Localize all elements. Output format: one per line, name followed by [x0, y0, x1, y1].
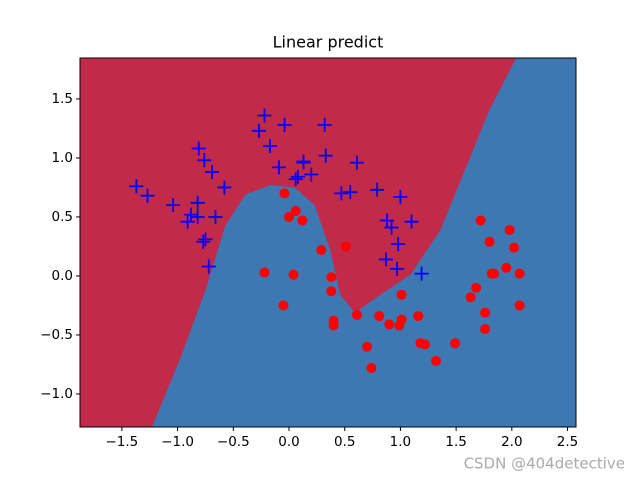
dot-marker	[259, 267, 270, 278]
plus-marker	[290, 169, 305, 184]
plus-marker	[217, 180, 232, 195]
x-tick-label: 2.0	[501, 434, 522, 450]
y-tick-label: −1.0	[40, 386, 73, 402]
dot-marker	[351, 309, 362, 320]
y-tick-label: −0.5	[40, 327, 73, 343]
plus-marker	[198, 232, 213, 247]
plus-marker	[183, 207, 198, 222]
dot-marker	[504, 224, 515, 235]
x-tick-label: 1.0	[390, 434, 411, 450]
dot-marker	[484, 236, 495, 247]
dot-marker	[465, 292, 476, 303]
dot-marker	[396, 314, 407, 325]
dot-marker	[413, 311, 424, 322]
plus-marker	[190, 195, 205, 210]
plus-marker	[288, 172, 303, 187]
plus-marker	[251, 123, 266, 138]
dot-marker	[501, 262, 512, 273]
x-tick-label: 0.5	[334, 434, 355, 450]
x-tick-label: 2.5	[557, 434, 578, 450]
dot-marker	[384, 319, 395, 330]
dot-marker	[328, 320, 339, 331]
plus-marker	[140, 188, 155, 203]
plus-marker	[384, 220, 399, 235]
dot-marker	[374, 311, 385, 322]
dot-marker	[475, 215, 486, 226]
dot-marker	[340, 241, 351, 252]
plus-marker	[393, 189, 408, 204]
plus-marker	[334, 186, 349, 201]
x-tick-label: −1.0	[161, 434, 194, 450]
x-tick-label: −0.5	[217, 434, 250, 450]
dot-marker	[514, 300, 525, 311]
dot-marker	[509, 242, 520, 253]
dot-marker	[471, 282, 482, 293]
plus-marker	[201, 259, 216, 274]
dot-marker	[450, 338, 461, 349]
dot-marker	[288, 269, 299, 280]
dot-marker	[361, 341, 372, 352]
plus-marker	[378, 252, 393, 267]
plus-marker	[391, 237, 406, 252]
y-tick-label: 0.0	[52, 268, 73, 284]
x-tick-label: 1.5	[445, 434, 466, 450]
plus-marker	[404, 214, 419, 229]
dot-marker	[514, 268, 525, 279]
plus-marker	[349, 155, 364, 170]
plus-marker	[208, 209, 223, 224]
dot-marker	[279, 188, 290, 199]
dot-marker	[297, 215, 308, 226]
plus-marker	[196, 234, 211, 249]
dot-marker	[278, 300, 289, 311]
axes-frame	[79, 57, 577, 428]
plus-marker	[263, 139, 278, 154]
plus-marker	[304, 167, 319, 182]
dot-marker	[480, 324, 491, 335]
plus-marker	[191, 141, 206, 156]
plus-marker	[166, 198, 181, 213]
dot-marker	[480, 307, 491, 318]
plus-marker	[190, 209, 205, 224]
y-tick-label: 0.5	[52, 209, 73, 225]
plus-marker	[296, 155, 311, 170]
plus-marker	[317, 117, 332, 132]
plus-marker	[380, 213, 395, 228]
plus-marker	[277, 117, 292, 132]
dot-marker	[419, 339, 430, 350]
plus-marker	[197, 153, 212, 168]
plus-marker	[271, 160, 286, 175]
plus-marker	[129, 179, 144, 194]
dot-marker	[290, 206, 301, 217]
plus-marker	[180, 214, 195, 229]
plus-marker	[257, 108, 272, 123]
plus-marker	[318, 148, 333, 163]
dot-marker	[431, 355, 442, 366]
region-lower	[151, 58, 576, 427]
x-tick-label: 0.0	[278, 434, 299, 450]
dot-marker	[326, 272, 337, 283]
y-tick-label: 1.0	[52, 150, 73, 166]
dot-marker	[366, 362, 377, 373]
plus-marker	[343, 185, 358, 200]
plus-marker	[390, 261, 405, 276]
watermark: CSDN @404detective	[464, 455, 625, 473]
dot-marker	[396, 289, 407, 300]
plus-marker	[205, 165, 220, 180]
x-tick-label: −1.5	[105, 434, 138, 450]
dot-marker	[316, 244, 327, 255]
plus-marker	[370, 182, 385, 197]
dot-marker	[326, 286, 337, 297]
chart-title: Linear predict	[273, 33, 384, 52]
plus-marker	[414, 266, 429, 281]
dot-marker	[489, 268, 500, 279]
dot-marker	[284, 211, 295, 222]
y-tick-label: 1.5	[52, 91, 73, 107]
